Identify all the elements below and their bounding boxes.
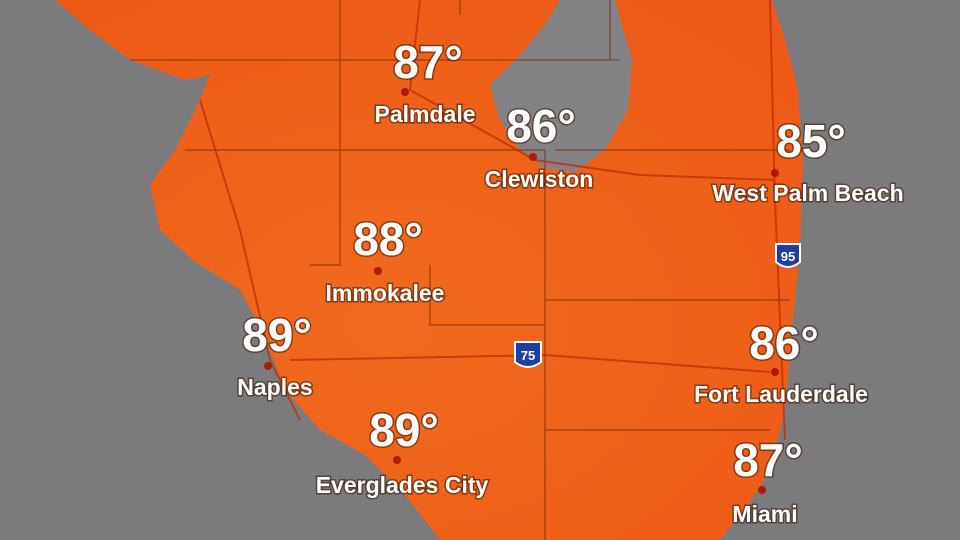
highway-shield: 95	[775, 243, 801, 268]
city: 89° Everglades City	[314, 403, 490, 500]
roads	[199, 0, 786, 441]
city-dot	[771, 169, 779, 177]
city-dot	[758, 486, 766, 494]
city-dot	[771, 368, 779, 376]
city-dot	[264, 362, 272, 370]
county-lines	[130, 0, 790, 540]
city: 87° Miami	[731, 433, 804, 529]
city-dot	[529, 153, 537, 161]
city: 85° West Palm Beach	[711, 114, 905, 208]
temperature: 88°	[353, 213, 423, 265]
city: 89° Naples	[236, 308, 314, 402]
city-name: Everglades City	[316, 472, 489, 498]
shield-label: 75	[521, 348, 535, 363]
temperature: 87°	[393, 36, 463, 88]
lake-okeechobee	[490, 0, 632, 172]
city-name: West Palm Beach	[712, 180, 903, 206]
temperature: 87°	[733, 434, 803, 486]
temperature: 86°	[506, 100, 576, 152]
city-dot	[393, 456, 401, 464]
temperature: 86°	[749, 317, 819, 369]
city: 87° Palmdale	[373, 35, 477, 129]
temperature: 89°	[242, 309, 312, 361]
city: 88° Immokalee	[324, 212, 446, 308]
shield-label: 95	[781, 249, 795, 264]
city-name: Miami	[732, 501, 797, 527]
city-name: Clewiston	[485, 166, 594, 192]
city-name: Naples	[237, 374, 312, 400]
city-name: Fort Lauderdale	[694, 381, 868, 407]
temperature: 85°	[776, 115, 846, 167]
city-name: Palmdale	[375, 101, 476, 127]
city: 86° Fort Lauderdale	[693, 316, 870, 409]
temperature: 89°	[369, 404, 439, 456]
land	[55, 0, 803, 540]
city-dot	[401, 88, 409, 96]
city-dot	[374, 267, 382, 275]
city: 86° Clewiston	[483, 99, 595, 194]
highway-shield: 75	[514, 341, 542, 368]
city-name: Immokalee	[326, 280, 445, 306]
